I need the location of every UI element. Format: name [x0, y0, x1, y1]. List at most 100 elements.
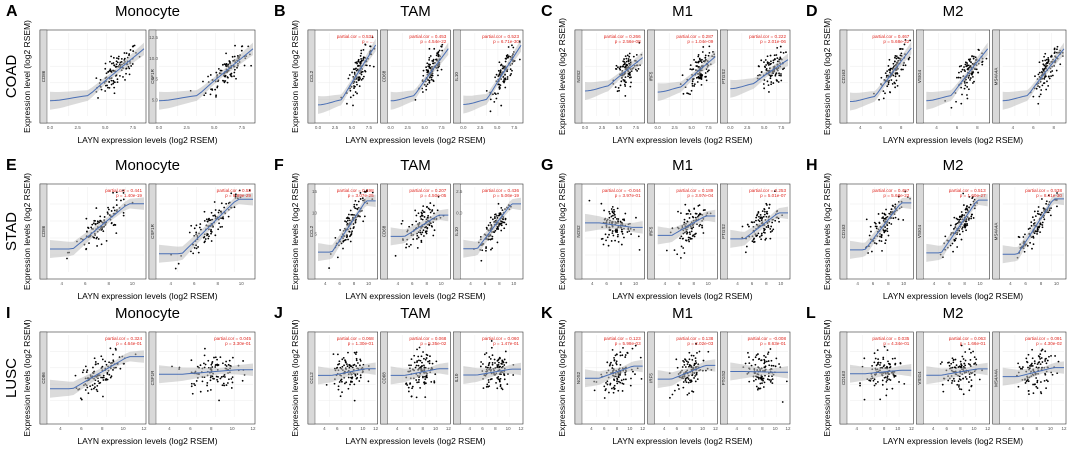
data-point	[764, 59, 767, 61]
x-tick-label: 8	[494, 426, 497, 431]
data-point	[491, 363, 494, 366]
data-point	[756, 213, 759, 216]
data-point	[1037, 361, 1040, 364]
data-point	[99, 215, 102, 218]
data-point	[613, 210, 616, 213]
gene-label: CD163	[841, 69, 846, 84]
panel-title: M1	[672, 3, 693, 20]
data-point	[704, 209, 706, 211]
data-point	[337, 388, 340, 391]
data-point	[693, 83, 696, 86]
x-tick-label: 6	[948, 281, 951, 286]
data-point	[362, 75, 365, 78]
confidence-band	[318, 362, 376, 385]
data-point	[423, 383, 426, 385]
data-point	[606, 383, 609, 386]
data-point	[964, 376, 967, 378]
gene-strip	[992, 29, 1000, 124]
data-point	[353, 383, 356, 386]
data-point	[1044, 59, 1047, 62]
data-point	[250, 64, 253, 67]
data-point	[693, 85, 696, 87]
data-point	[617, 241, 620, 243]
gene-strip	[647, 183, 655, 280]
data-point	[433, 47, 436, 50]
data-point	[879, 235, 881, 238]
x-tick-label: 4	[856, 281, 859, 286]
data-point	[687, 238, 690, 241]
data-point	[622, 218, 624, 221]
data-point	[951, 357, 954, 360]
data-point	[969, 79, 971, 81]
data-point	[202, 80, 204, 83]
data-point	[962, 358, 965, 360]
x-axis-label: LAYN expression levels (log2 RSEM)	[612, 135, 752, 145]
data-point	[130, 65, 133, 67]
data-point	[686, 393, 689, 396]
data-point	[774, 58, 776, 60]
data-point	[744, 362, 747, 365]
data-point	[941, 361, 943, 364]
data-point	[688, 392, 690, 395]
x-tick-label: 4	[169, 281, 172, 286]
data-point	[859, 384, 861, 387]
data-point	[881, 249, 883, 252]
x-tick-label: 4	[664, 281, 667, 286]
x-tick-label: 6	[869, 426, 872, 431]
data-point	[502, 80, 505, 83]
data-point	[755, 216, 758, 219]
data-point	[901, 48, 904, 50]
data-point	[213, 201, 216, 203]
data-point	[248, 189, 251, 192]
data-point	[956, 383, 959, 386]
data-point	[771, 221, 774, 224]
data-point	[616, 378, 619, 381]
data-point	[882, 358, 885, 361]
data-point	[1043, 77, 1046, 80]
data-point	[612, 386, 615, 389]
data-point	[894, 55, 897, 57]
panel-title: M2	[943, 305, 964, 322]
x-tick-label: 5.0	[349, 125, 356, 130]
x-tick-label: 4	[935, 125, 938, 130]
data-point	[687, 212, 689, 215]
data-point	[91, 223, 94, 226]
data-point	[503, 358, 506, 361]
gene-strip	[39, 29, 48, 124]
data-point	[957, 385, 960, 388]
panel-letter: K	[541, 305, 553, 322]
data-point	[964, 364, 967, 367]
data-point	[97, 97, 99, 99]
data-point	[696, 378, 699, 381]
gene-label: MS4A4A	[993, 223, 998, 241]
data-point	[241, 379, 244, 382]
data-point	[691, 374, 694, 376]
data-point	[1029, 241, 1031, 244]
data-point	[684, 359, 687, 361]
data-point	[353, 205, 356, 208]
data-point	[755, 219, 757, 222]
data-point	[81, 371, 84, 374]
data-point	[764, 356, 767, 358]
data-point	[482, 363, 484, 365]
data-point	[421, 91, 424, 93]
x-tick-label: 2.5	[744, 125, 751, 130]
data-point	[102, 379, 105, 381]
y-axis-label: Expression levels (log2 RSEM)	[557, 319, 567, 436]
data-point	[204, 363, 207, 366]
data-point	[236, 66, 238, 69]
data-point	[421, 209, 424, 212]
data-point	[233, 206, 236, 209]
data-point	[429, 55, 432, 57]
data-point	[951, 242, 954, 245]
data-point	[504, 217, 507, 220]
regression-line	[390, 368, 449, 376]
data-point	[624, 62, 626, 64]
data-point	[1017, 362, 1020, 365]
x-tick-label: 4	[663, 426, 666, 431]
data-point	[891, 357, 894, 360]
data-point	[873, 352, 876, 355]
